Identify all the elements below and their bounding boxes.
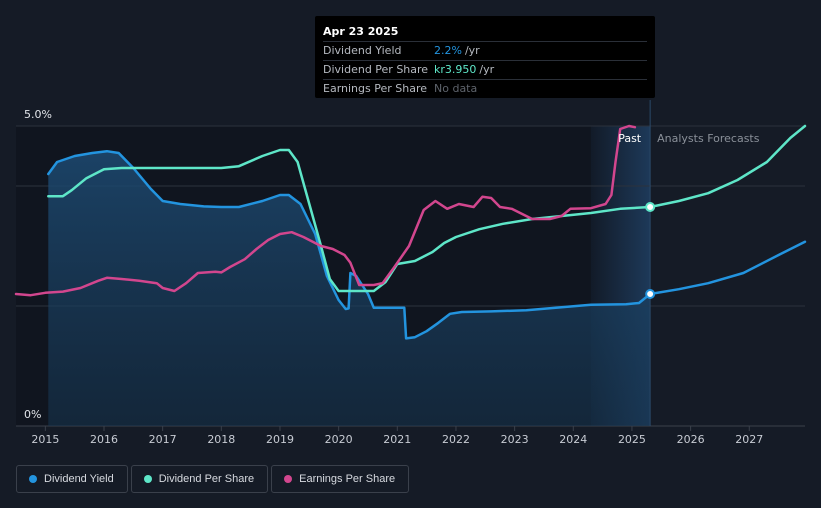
tooltip-value: 2.2% — [434, 44, 462, 57]
forecast-label: Analysts Forecasts — [657, 132, 760, 145]
x-tick-label: 2021 — [383, 433, 411, 446]
x-tick-label: 2027 — [735, 433, 763, 446]
dividend-per-share-marker — [645, 202, 656, 212]
x-tick-label: 2015 — [31, 433, 59, 446]
chart-legend: Dividend Yield Dividend Per Share Earnin… — [16, 465, 410, 493]
legend-label: Dividend Yield — [44, 473, 114, 485]
dividend-yield-marker — [645, 289, 656, 299]
tooltip-label: Dividend Per Share — [323, 63, 429, 76]
tooltip-label: Dividend Yield — [323, 44, 402, 57]
legend-dividend-per-share[interactable]: Dividend Per Share — [130, 465, 269, 493]
legend-label: Earnings Per Share — [299, 473, 396, 485]
x-tick-label: 2025 — [618, 433, 646, 446]
tooltip-value: No data — [434, 82, 478, 95]
x-tick-label: 2023 — [501, 433, 529, 446]
tooltip-row-dividend-per-share: Dividend Per Share kr3.950 /yr — [323, 60, 647, 79]
y-tick-label: 0% — [24, 408, 41, 421]
hover-tooltip: Apr 23 2025 Dividend Yield 2.2% /yr Divi… — [315, 16, 655, 98]
legend-dividend-yield[interactable]: Dividend Yield — [16, 465, 128, 493]
tooltip-value: kr3.950 — [434, 63, 477, 76]
past-label: Past — [618, 132, 642, 145]
x-tick-label: 2022 — [442, 433, 470, 446]
legend-dot-icon — [143, 475, 152, 483]
y-tick-label: 5.0% — [24, 108, 52, 121]
dividend-yield-area — [48, 151, 651, 426]
tooltip-row-dividend-yield: Dividend Yield 2.2% /yr — [323, 41, 647, 60]
x-tick-label: 2016 — [90, 433, 118, 446]
x-tick-label: 2018 — [207, 433, 235, 446]
x-tick-label: 2024 — [559, 433, 587, 446]
x-tick-label: 2020 — [325, 433, 353, 446]
x-tick-label: 2019 — [266, 433, 294, 446]
tooltip-unit: /yr — [464, 44, 480, 57]
tooltip-label: Earnings Per Share — [323, 82, 428, 95]
tooltip-row-earnings-per-share: Earnings Per Share No data — [323, 79, 647, 98]
legend-earnings-per-share[interactable]: Earnings Per Share — [271, 465, 410, 493]
x-tick-label: 2017 — [149, 433, 177, 446]
tooltip-date: Apr 23 2025 — [323, 25, 399, 38]
legend-dot-icon — [284, 475, 293, 483]
dividend-per-share-line — [47, 124, 807, 293]
legend-label: Dividend Per Share — [158, 473, 255, 485]
tooltip-unit: /yr — [479, 63, 495, 76]
legend-dot-icon — [29, 475, 37, 483]
x-tick-label: 2026 — [677, 433, 705, 446]
earnings-per-share-line — [14, 124, 637, 297]
